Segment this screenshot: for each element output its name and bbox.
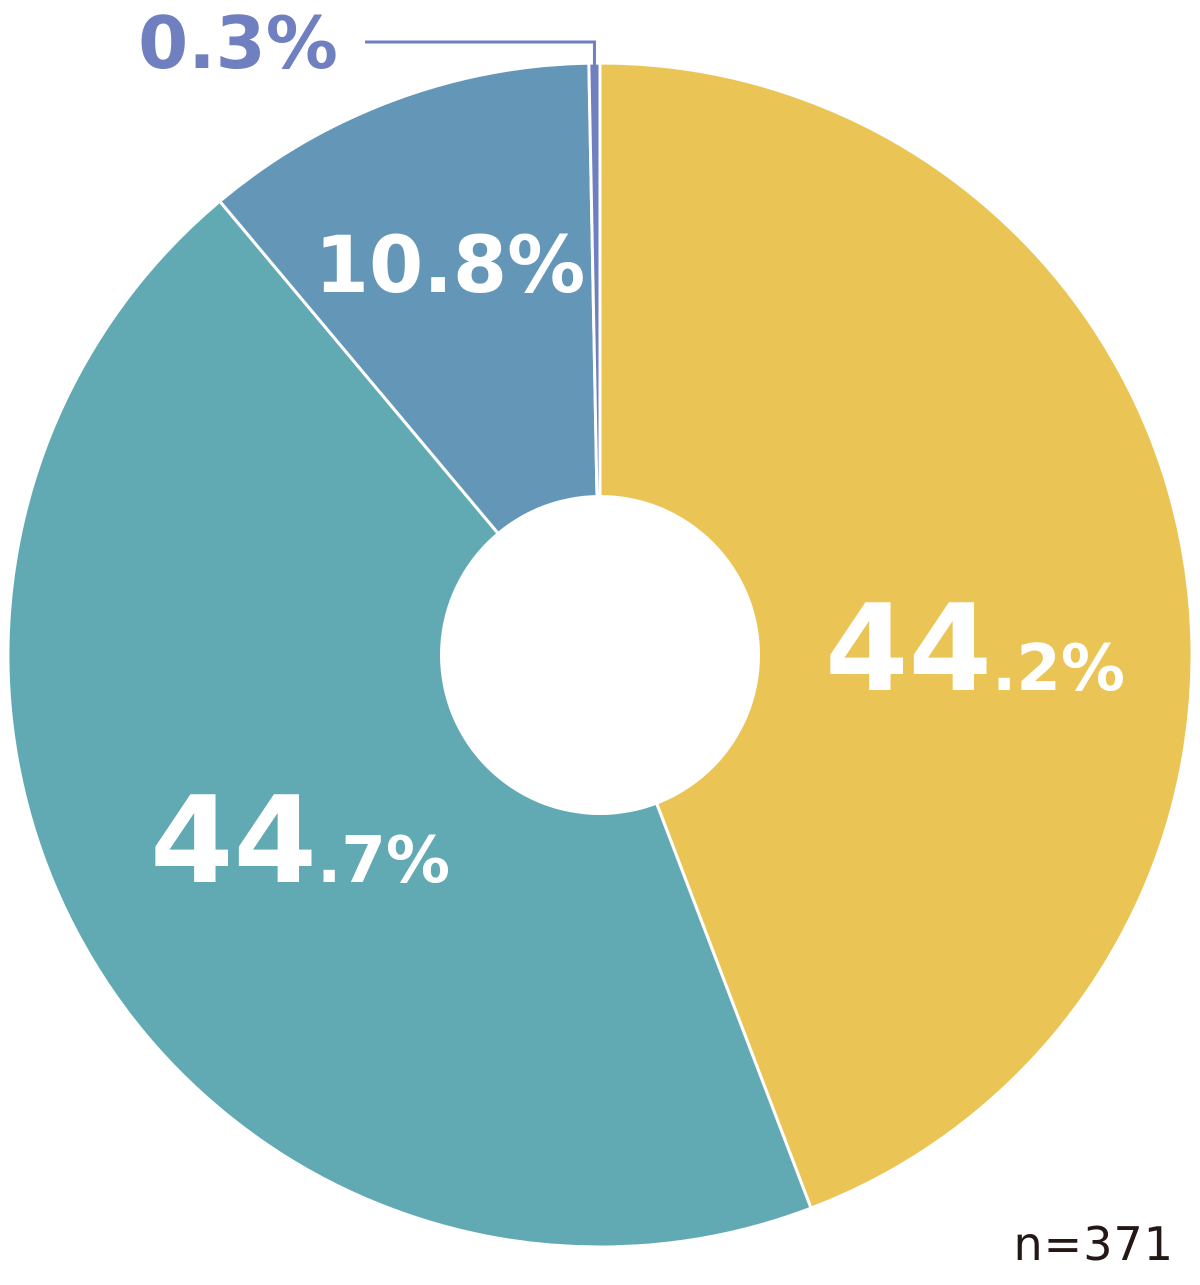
slice-label-2: 44.7% <box>150 772 450 911</box>
slice-label-4: 0.3% <box>138 1 338 85</box>
pie-slice-1 <box>598 61 1194 1211</box>
donut-slices <box>6 61 1194 1249</box>
sample-size-note: n=371 <box>1013 1217 1174 1271</box>
pie-slice-3 <box>217 61 602 660</box>
pie-slice-2 <box>6 199 813 1249</box>
slice-label-3: 10.8% <box>315 221 586 311</box>
slice-label-1: 44.2% <box>825 580 1125 719</box>
donut-hole <box>440 495 760 815</box>
leader-line-4 <box>365 40 596 68</box>
slice-labels: 44.2% 44.7% 10.8% 0.3% <box>138 1 1125 911</box>
